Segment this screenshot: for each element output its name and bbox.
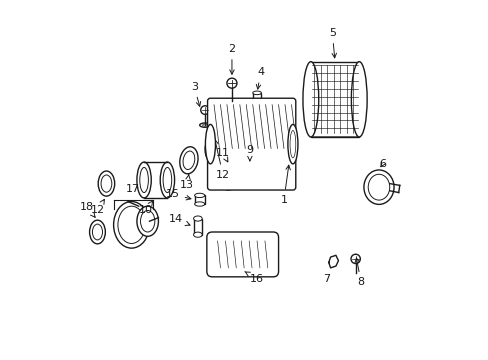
Ellipse shape [89, 220, 105, 244]
Bar [310, 62, 359, 137]
Ellipse shape [92, 224, 102, 240]
Ellipse shape [199, 123, 210, 127]
Text: 5: 5 [328, 28, 336, 58]
Circle shape [226, 78, 237, 88]
Ellipse shape [367, 174, 389, 200]
Text: 10: 10 [139, 201, 153, 216]
Ellipse shape [208, 140, 219, 159]
Ellipse shape [98, 171, 115, 196]
Ellipse shape [228, 100, 234, 102]
Ellipse shape [218, 163, 238, 190]
FancyBboxPatch shape [206, 232, 278, 277]
Bar [144, 162, 167, 198]
Ellipse shape [222, 167, 234, 186]
Ellipse shape [193, 216, 202, 221]
Ellipse shape [118, 206, 145, 243]
Text: 13: 13 [180, 175, 194, 190]
Text: 9: 9 [246, 144, 253, 161]
Ellipse shape [194, 202, 204, 206]
Ellipse shape [183, 151, 194, 170]
Ellipse shape [101, 175, 112, 192]
Ellipse shape [205, 125, 215, 164]
FancyBboxPatch shape [207, 98, 295, 190]
Ellipse shape [204, 136, 223, 163]
Text: 18: 18 [80, 202, 95, 217]
Ellipse shape [140, 211, 155, 232]
Bar [252, 93, 261, 106]
Text: 16: 16 [244, 272, 264, 284]
Ellipse shape [113, 202, 149, 248]
Text: 2: 2 [228, 44, 235, 74]
Ellipse shape [252, 104, 261, 108]
Ellipse shape [202, 124, 207, 126]
Ellipse shape [363, 170, 393, 204]
Text: 4: 4 [256, 67, 264, 89]
Bar [193, 219, 202, 235]
Bar [194, 195, 204, 204]
Text: 11: 11 [216, 148, 229, 162]
Text: 14: 14 [169, 215, 190, 225]
Text: 7: 7 [323, 274, 330, 284]
Circle shape [246, 173, 253, 180]
Ellipse shape [303, 62, 318, 137]
Ellipse shape [137, 162, 151, 198]
Text: 12: 12 [90, 199, 104, 216]
Ellipse shape [252, 91, 261, 95]
Ellipse shape [289, 131, 295, 158]
Ellipse shape [194, 193, 204, 198]
Text: 8: 8 [354, 258, 364, 287]
Ellipse shape [287, 125, 297, 164]
Text: 3: 3 [190, 82, 200, 106]
Ellipse shape [140, 167, 148, 193]
Polygon shape [238, 165, 261, 188]
Text: 1: 1 [280, 165, 290, 205]
Text: 17: 17 [126, 184, 140, 194]
Ellipse shape [225, 99, 238, 104]
Text: 12: 12 [213, 140, 229, 180]
Circle shape [201, 106, 209, 114]
Text: 15: 15 [165, 189, 190, 200]
Ellipse shape [160, 162, 174, 198]
Ellipse shape [193, 232, 202, 237]
Ellipse shape [137, 206, 158, 236]
Text: 6: 6 [378, 159, 385, 169]
Ellipse shape [163, 167, 171, 193]
Ellipse shape [180, 147, 198, 174]
Ellipse shape [351, 62, 366, 137]
Circle shape [350, 254, 360, 264]
